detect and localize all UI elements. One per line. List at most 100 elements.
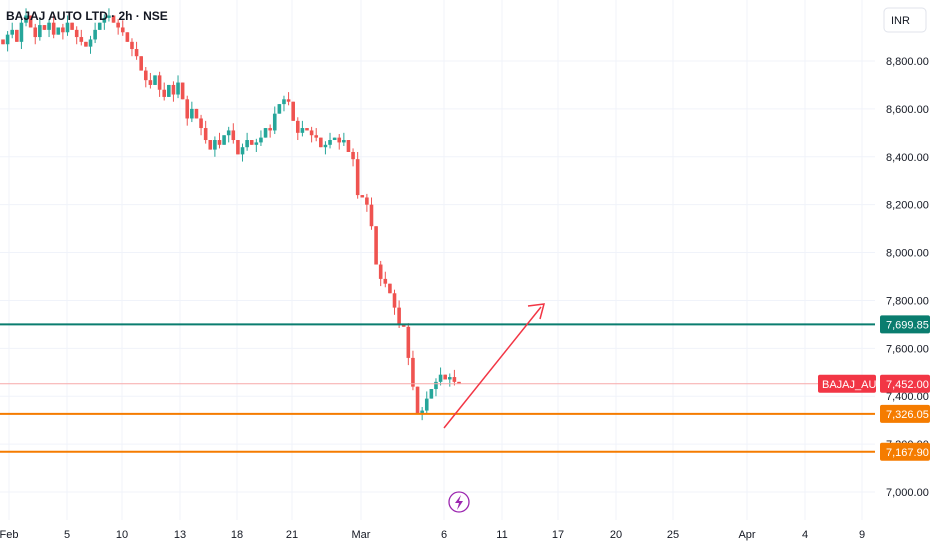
candle-body	[360, 195, 365, 198]
candle-body	[134, 49, 139, 57]
candle-body	[153, 75, 157, 85]
candle-body	[130, 41, 134, 50]
candle-body	[190, 108, 194, 119]
candle-body	[24, 15, 28, 23]
x-tick-label: 21	[286, 529, 298, 541]
candle-body	[365, 197, 369, 205]
candle-body	[342, 140, 346, 143]
candle-body	[286, 99, 291, 102]
support-1-label: 7,326.05	[886, 409, 929, 421]
event-marker[interactable]	[448, 491, 470, 513]
candle-body	[157, 75, 162, 90]
candle-body	[180, 82, 185, 100]
candle-body	[116, 22, 120, 28]
price-axis[interactable]: 8,800.00 8,600.00 8,400.00 8,200.00 8,000.00…	[875, 0, 932, 520]
candle-body	[5, 34, 10, 45]
candle-body	[305, 128, 309, 131]
candle-body	[93, 29, 97, 40]
candle-body	[208, 140, 213, 150]
candle-body	[42, 25, 47, 30]
x-tick-label: 4	[802, 529, 808, 541]
candle-body	[295, 120, 300, 133]
x-tick-label: 13	[174, 529, 186, 541]
candle-body	[282, 99, 286, 105]
candle-body	[277, 104, 282, 114]
candle-body	[139, 56, 143, 71]
candle-body	[162, 89, 167, 97]
candle-body	[291, 101, 295, 121]
candle-body	[411, 357, 415, 387]
x-tick-label: 17	[552, 529, 564, 541]
support-2-label: 7,167.90	[886, 447, 929, 459]
candle-body	[1, 39, 5, 45]
last-price-label-bg	[880, 374, 930, 393]
grid	[0, 0, 875, 520]
candle-body	[120, 27, 125, 33]
candle-body	[245, 140, 249, 148]
candle-body	[314, 135, 319, 138]
candle-body	[65, 22, 70, 33]
candle-body	[217, 140, 222, 145]
candle-body	[424, 398, 429, 411]
x-tick-label: 5	[64, 529, 70, 541]
candle-body	[231, 130, 236, 141]
candle-body	[429, 389, 434, 399]
candle-body	[213, 140, 217, 150]
candle-body	[240, 147, 245, 155]
y-tick-label: 7,400.00	[886, 391, 929, 403]
candle-body	[392, 293, 397, 308]
candle-body	[19, 22, 24, 42]
candle-body	[328, 140, 332, 145]
y-tick-label: 7,600.00	[886, 343, 929, 355]
support-1-label-bg	[880, 404, 930, 423]
y-tick-label: 7,000.00	[886, 487, 929, 499]
x-tick-label: Apr	[738, 529, 755, 541]
candle-body	[226, 130, 231, 136]
currency-button[interactable]: INR	[883, 7, 927, 33]
y-tick-label: 8,000.00	[886, 248, 929, 260]
candle-body	[415, 386, 420, 413]
x-tick-label: 10	[116, 529, 128, 541]
candle-body	[406, 326, 411, 358]
candle-body	[254, 142, 259, 145]
resistance-label-bg	[880, 315, 930, 334]
lightning-icon	[455, 495, 463, 510]
candle-body	[438, 374, 443, 382]
candle-body	[397, 307, 401, 325]
y-tick-label: 8,800.00	[886, 56, 929, 68]
candle-body	[97, 22, 102, 30]
candle-body	[176, 82, 180, 95]
x-tick-label: Feb	[0, 529, 18, 541]
candle-body	[88, 39, 93, 47]
candle-body	[309, 130, 314, 136]
y-tick-label: 8,400.00	[886, 152, 929, 164]
candle-body	[434, 381, 438, 390]
candle-body	[47, 22, 51, 30]
last-price-label: 7,452.00	[886, 379, 929, 391]
candle-body	[38, 25, 42, 38]
candle-body	[388, 283, 392, 294]
candle-body	[79, 37, 84, 42]
time-axis[interactable]: Feb 5 10 13 18 21 Mar 6 11 17 20 25 Apr 4 9	[0, 529, 865, 541]
candle-body	[401, 324, 406, 327]
candle-body	[167, 84, 171, 97]
candle-body	[249, 140, 254, 145]
candle-body	[15, 29, 19, 42]
candle-body	[148, 80, 153, 85]
candle-body	[203, 128, 208, 141]
candle-body	[61, 27, 65, 33]
y-tick-label: 8,200.00	[886, 200, 929, 212]
candle-body	[70, 22, 74, 30]
arrow-shaft[interactable]	[443, 306, 542, 429]
candle-body	[457, 381, 461, 384]
trend-arrow[interactable]	[443, 303, 546, 429]
symbol-label-bg	[818, 374, 876, 393]
x-tick-label: 9	[859, 529, 865, 541]
chart-title: BAJAJ AUTO LTD · 2h · NSE	[6, 9, 168, 23]
candle-body	[452, 377, 457, 382]
candle-body	[185, 99, 190, 119]
candle-body	[102, 17, 107, 23]
candle-body	[378, 264, 383, 279]
